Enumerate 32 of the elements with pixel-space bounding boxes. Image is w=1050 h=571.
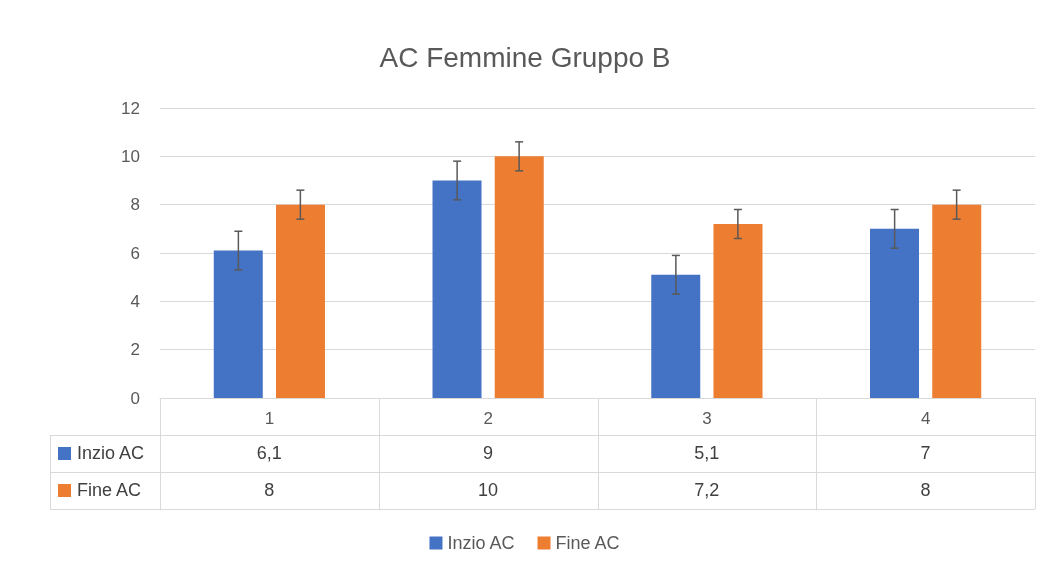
x-tick-label: 2 xyxy=(483,409,493,428)
bar xyxy=(932,204,982,398)
data-label: 6,1 xyxy=(255,442,283,465)
bar xyxy=(432,180,482,398)
bar xyxy=(651,274,701,398)
bar xyxy=(275,204,325,398)
data-label: 9 xyxy=(482,442,495,465)
text: Inzio AC xyxy=(447,533,515,553)
bar xyxy=(870,228,920,398)
data-label: 8 xyxy=(263,479,276,502)
data-label: 5,1 xyxy=(693,442,721,465)
data-label: 7,2 xyxy=(693,479,721,502)
text: Fine AC xyxy=(77,480,142,500)
y-tick-label: 8 xyxy=(130,195,140,215)
bar xyxy=(494,156,544,398)
legend-label: Inzio AC xyxy=(77,443,145,464)
data-label: 10 xyxy=(477,479,500,502)
y-tick-label: 10 xyxy=(121,146,140,166)
y-tick-label: 4 xyxy=(130,291,140,311)
chart-title: AC Femmine Gruppo B xyxy=(379,41,671,73)
legend-label: Fine AC xyxy=(555,533,620,553)
bar xyxy=(713,224,763,398)
x-tick-label: 4 xyxy=(920,409,931,428)
y-tick-label: 6 xyxy=(130,243,140,263)
data-label: 8 xyxy=(919,479,932,502)
x-tick-label: 1 xyxy=(264,409,275,428)
bar xyxy=(213,250,263,398)
y-tick-label: 12 xyxy=(121,98,140,118)
data-label: 7 xyxy=(919,442,932,465)
x-tick-label: 3 xyxy=(702,409,712,428)
y-tick-label: 0 xyxy=(130,388,140,408)
y-tick-label: 2 xyxy=(130,340,140,360)
